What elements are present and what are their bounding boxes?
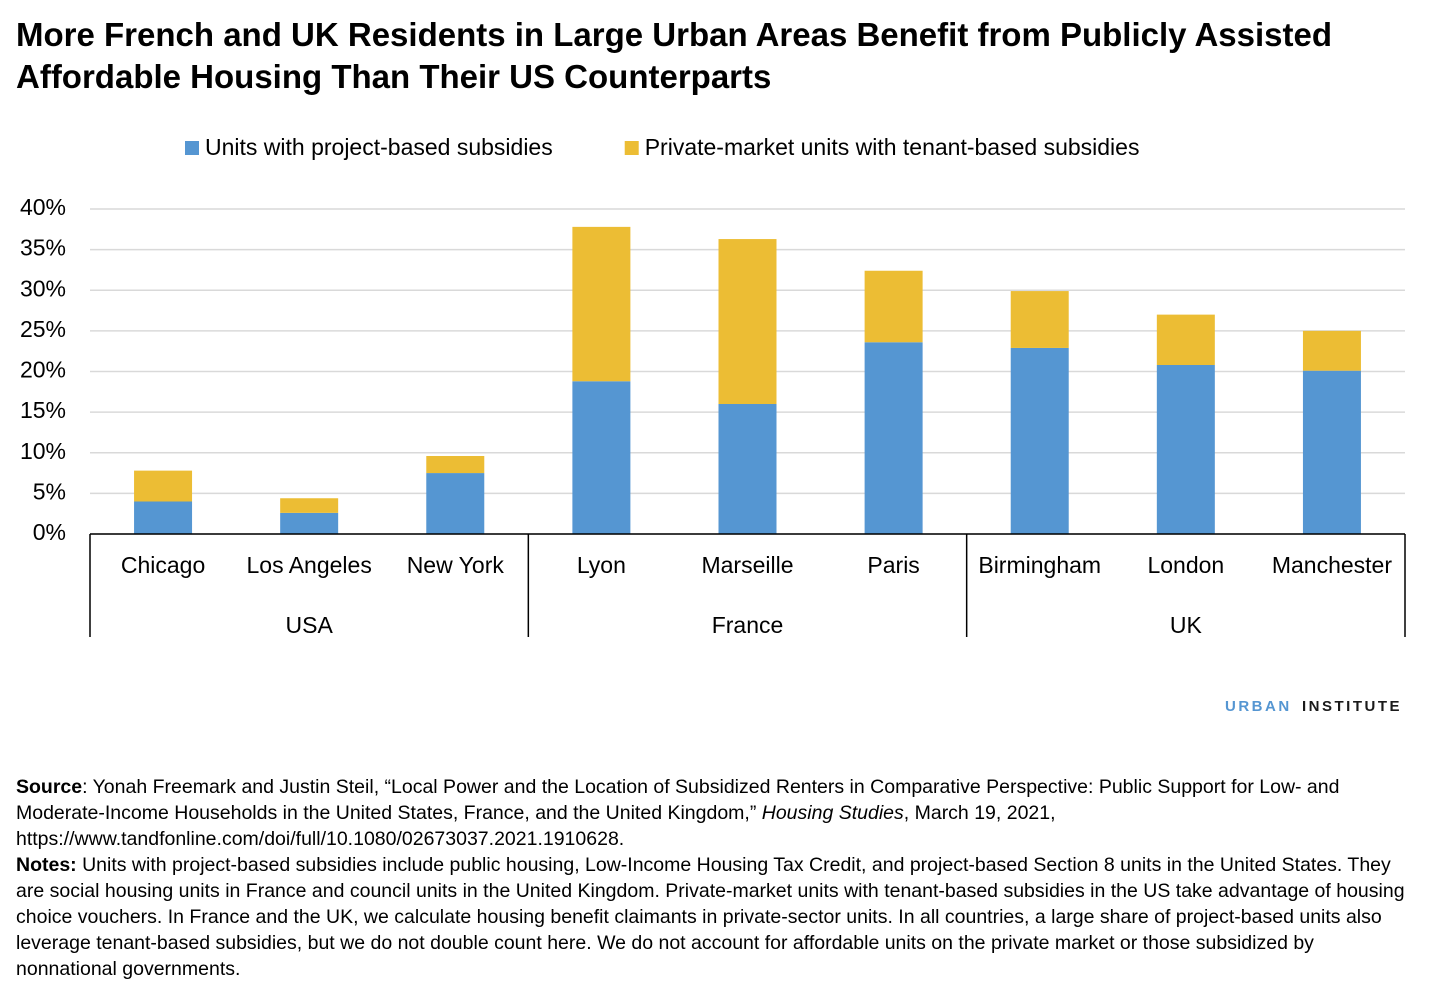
bar-segment [426,473,485,534]
y-tick-label: 40% [20,194,66,220]
source-tail: , March 19, 2021, https://www.tandfonlin… [16,802,1056,850]
notes-text: Units with project-based subsidies inclu… [16,854,1405,980]
bar-segment [1302,370,1361,534]
x-tick-label: Los Angeles [247,552,372,578]
notes: Notes: Units with project-based subsidie… [16,852,1411,982]
brand-urban: URBAN [1225,698,1292,715]
chart-title: More French and UK Residents in Large Ur… [16,16,1333,95]
chart: URBAN INSTITUTE 0% 5% 10% 15% 20% 25% 30% 35% 40… [20,134,1406,715]
y-tick-label: 25% [20,316,66,342]
x-tick-label: Lyon [577,552,626,578]
group-label: France [712,612,784,638]
x-tick-label: London [1147,552,1224,578]
bar-segment [1010,291,1069,348]
source-journal: Housing Studies [761,802,904,824]
bar-segment [718,404,777,534]
x-tick-label: Chicago [121,552,205,578]
source-text: : Yonah Freemark and Justin Steil, “Loca… [16,776,1340,824]
x-tick-label: Marseille [701,552,793,578]
bar-segment [864,342,923,534]
x-tick-label: Paris [867,552,919,578]
bar-segment [864,270,923,343]
y-tick-label: 15% [20,397,66,423]
y-tick-label: 35% [20,235,66,261]
x-tick-label: New York [407,552,505,578]
bar-segment [718,239,777,404]
notes-label: Notes: [16,854,77,876]
footer: Source: Yonah Freemark and Justin Steil,… [16,774,1411,982]
bar-segment [1156,365,1215,534]
y-tick-label: 20% [20,357,66,383]
legend-swatch [624,141,639,155]
bar-segment [280,498,339,513]
legend-label: Private-market units with tenant-based s… [645,134,1140,160]
y-tick-label: 10% [20,438,66,464]
group-label: USA [286,612,334,638]
group-label: UK [1170,612,1203,638]
y-tick-label: 30% [20,275,66,301]
source-label: Source [16,776,83,798]
bar-segment [134,470,193,502]
bar-segment [1156,314,1215,365]
source: Source: Yonah Freemark and Justin Steil,… [16,774,1411,852]
y-tick-label: 0% [33,519,66,545]
bar-segment [1302,330,1361,371]
bar-segment [134,501,193,534]
bar-segment [280,512,339,534]
bar-segment [572,381,631,534]
x-tick-label: Birmingham [978,552,1101,578]
bar-segment [1010,347,1069,534]
bar-segment [572,226,631,382]
legend-swatch [185,141,199,155]
brand-institute: INSTITUTE [1302,698,1402,715]
legend-label: Units with project-based subsidies [205,134,553,160]
bar-segment [426,456,485,474]
x-tick-label: Manchester [1272,552,1393,578]
y-tick-label: 5% [33,478,66,504]
